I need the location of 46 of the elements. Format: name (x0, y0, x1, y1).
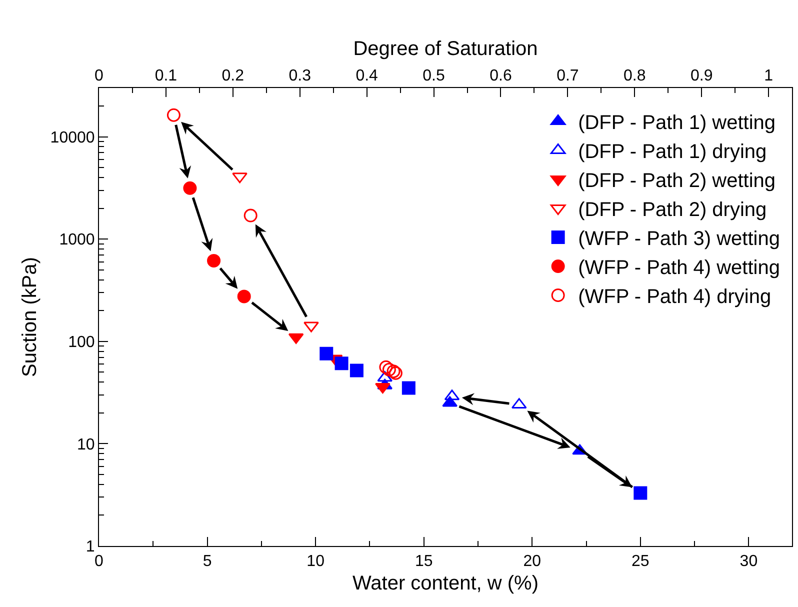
x2-axis-title: Degree of Saturation (353, 38, 538, 60)
point (166, 108, 180, 122)
x-tick-label: 20 (523, 553, 542, 570)
y-tick-label: 10 (77, 436, 95, 454)
x2-tick-label: 0.9 (690, 68, 713, 85)
y-tick-label: 100 (68, 334, 95, 351)
point (382, 362, 396, 376)
y-tick-label: 1 (86, 538, 95, 556)
legend-label: (WFP - Path 4) wetting (578, 257, 780, 280)
y-tick-label: 10000 (50, 129, 95, 146)
legend-label: (DFP - Path 1) wetting (578, 112, 776, 134)
point (320, 346, 334, 360)
point (237, 290, 251, 304)
legend-label: (DFP - Path 2) drying (578, 199, 767, 222)
x-axis-title: Water content, w (%) (352, 572, 538, 595)
point (183, 181, 197, 195)
x-tick-label: 0 (94, 553, 104, 570)
x2-tick-label: 1 (764, 68, 774, 85)
x2-tick-label: 0.3 (288, 68, 312, 85)
x-tick-label: 30 (740, 553, 758, 570)
x2-tick-label: 0.1 (154, 68, 178, 85)
point (244, 208, 258, 222)
point (350, 364, 364, 378)
point (207, 254, 221, 268)
x2-tick-label: 0.2 (222, 68, 244, 85)
x-tick-label: 5 (202, 553, 212, 570)
point (402, 381, 416, 395)
x2-tick-label: 0.5 (422, 68, 445, 85)
x2-tick-label: 0.8 (624, 68, 646, 85)
legend-label: (DFP - Path 1) drying (578, 141, 767, 164)
x2-tick-label: 0 (94, 68, 104, 85)
point (379, 360, 393, 374)
x2-tick-label: 0.4 (356, 68, 378, 85)
x2-tick-label: 0.7 (556, 68, 579, 85)
legend-label: (WFP - Path 3) wetting (578, 228, 780, 250)
x-tick-label: 25 (632, 553, 650, 570)
x-tick-label: 15 (414, 553, 433, 570)
legend-label: (WFP - Path 4) drying (578, 286, 772, 308)
point (232, 172, 248, 184)
point (334, 356, 348, 370)
x2-tick-label: 0.6 (490, 68, 512, 85)
legend-label: (DFP - Path 2) wetting (578, 170, 776, 192)
y-tick-label: 1000 (59, 232, 95, 249)
point (634, 486, 648, 500)
x-tick-label: 10 (306, 553, 325, 570)
y-axis-title: Suction (kPa) (18, 256, 41, 378)
